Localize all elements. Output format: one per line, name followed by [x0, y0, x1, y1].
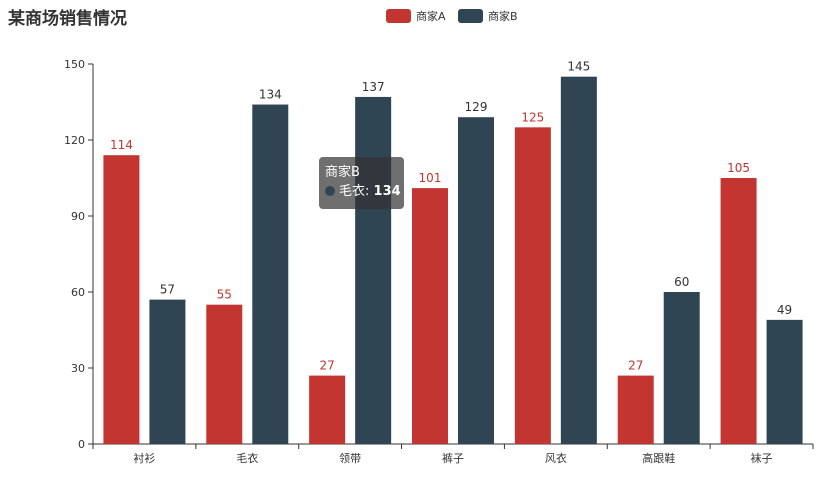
x-tick-label: 高跟鞋 — [642, 451, 675, 465]
data-label-2-3: 137 — [362, 80, 385, 94]
y-tick-label: 0 — [78, 438, 85, 451]
legend[interactable]: 商家A 商家B — [386, 9, 518, 23]
y-tick-label: 150 — [64, 58, 85, 71]
x-tick-label: 袜子 — [751, 451, 773, 465]
data-label-2-4: 129 — [465, 100, 488, 114]
tooltip-value: 134 — [373, 184, 401, 199]
tooltip-separator: : — [365, 184, 374, 199]
bar-2-3[interactable] — [355, 96, 392, 444]
bar-1-2[interactable] — [206, 304, 243, 444]
y-tick-label: 120 — [64, 134, 85, 147]
data-label-2-6: 60 — [674, 275, 689, 289]
bar-2-2[interactable] — [252, 104, 289, 445]
y-tick-label: 60 — [71, 286, 85, 299]
tooltip-category: 毛衣 — [339, 184, 366, 199]
bar-2-7[interactable] — [766, 319, 803, 444]
tooltip-marker-icon — [325, 186, 335, 196]
tooltip-item: 毛衣: 134 — [325, 182, 401, 201]
y-tick-label: 90 — [71, 210, 85, 223]
x-tick-label: 衬衫 — [133, 452, 155, 465]
data-label-1-7: 105 — [727, 161, 750, 175]
data-label-2-5: 145 — [567, 60, 590, 74]
y-tick-label: 30 — [71, 362, 85, 375]
bar-1-5[interactable] — [514, 127, 551, 444]
data-labels: 114 55 27 101 125 27 105 57 134 137 129 145 60 49 — [110, 60, 792, 373]
x-tick-label: 领带 — [339, 452, 361, 465]
chart-title: 某商场销售情况 — [8, 8, 127, 29]
bar-2-6[interactable] — [663, 292, 700, 444]
data-label-1-4: 101 — [419, 171, 442, 185]
data-label-1-3: 27 — [320, 359, 335, 373]
data-label-1-5: 125 — [521, 110, 544, 124]
legend-swatch-1[interactable] — [386, 9, 411, 23]
data-label-1-1: 114 — [110, 138, 133, 152]
data-label-2-1: 57 — [160, 283, 175, 297]
tooltip: 商家B 毛衣: 134 — [319, 157, 404, 209]
bar-2-4[interactable] — [458, 117, 494, 444]
x-tick-label: 风衣 — [545, 451, 567, 465]
bar-1-4[interactable] — [412, 188, 448, 444]
bar-2-1[interactable] — [149, 299, 186, 444]
data-label-2-2: 134 — [259, 88, 282, 102]
x-tick-label: 裤子 — [442, 451, 464, 465]
bar-1-7[interactable] — [720, 178, 757, 444]
data-label-1-2: 55 — [217, 288, 232, 302]
data-label-1-6: 27 — [628, 359, 643, 373]
tooltip-series-name: 商家B — [325, 165, 360, 180]
bars[interactable] — [103, 76, 803, 445]
legend-label-2[interactable]: 商家B — [488, 9, 518, 23]
data-label-2-7: 49 — [777, 303, 792, 317]
x-tick-label: 毛衣 — [236, 451, 258, 465]
legend-label-1[interactable]: 商家A — [416, 9, 446, 23]
legend-swatch-2[interactable] — [458, 9, 483, 23]
bar-1-3[interactable] — [309, 375, 346, 444]
bar-1-6[interactable] — [617, 375, 654, 444]
bar-1-1[interactable] — [103, 155, 140, 444]
bar-2-5[interactable] — [560, 76, 597, 445]
